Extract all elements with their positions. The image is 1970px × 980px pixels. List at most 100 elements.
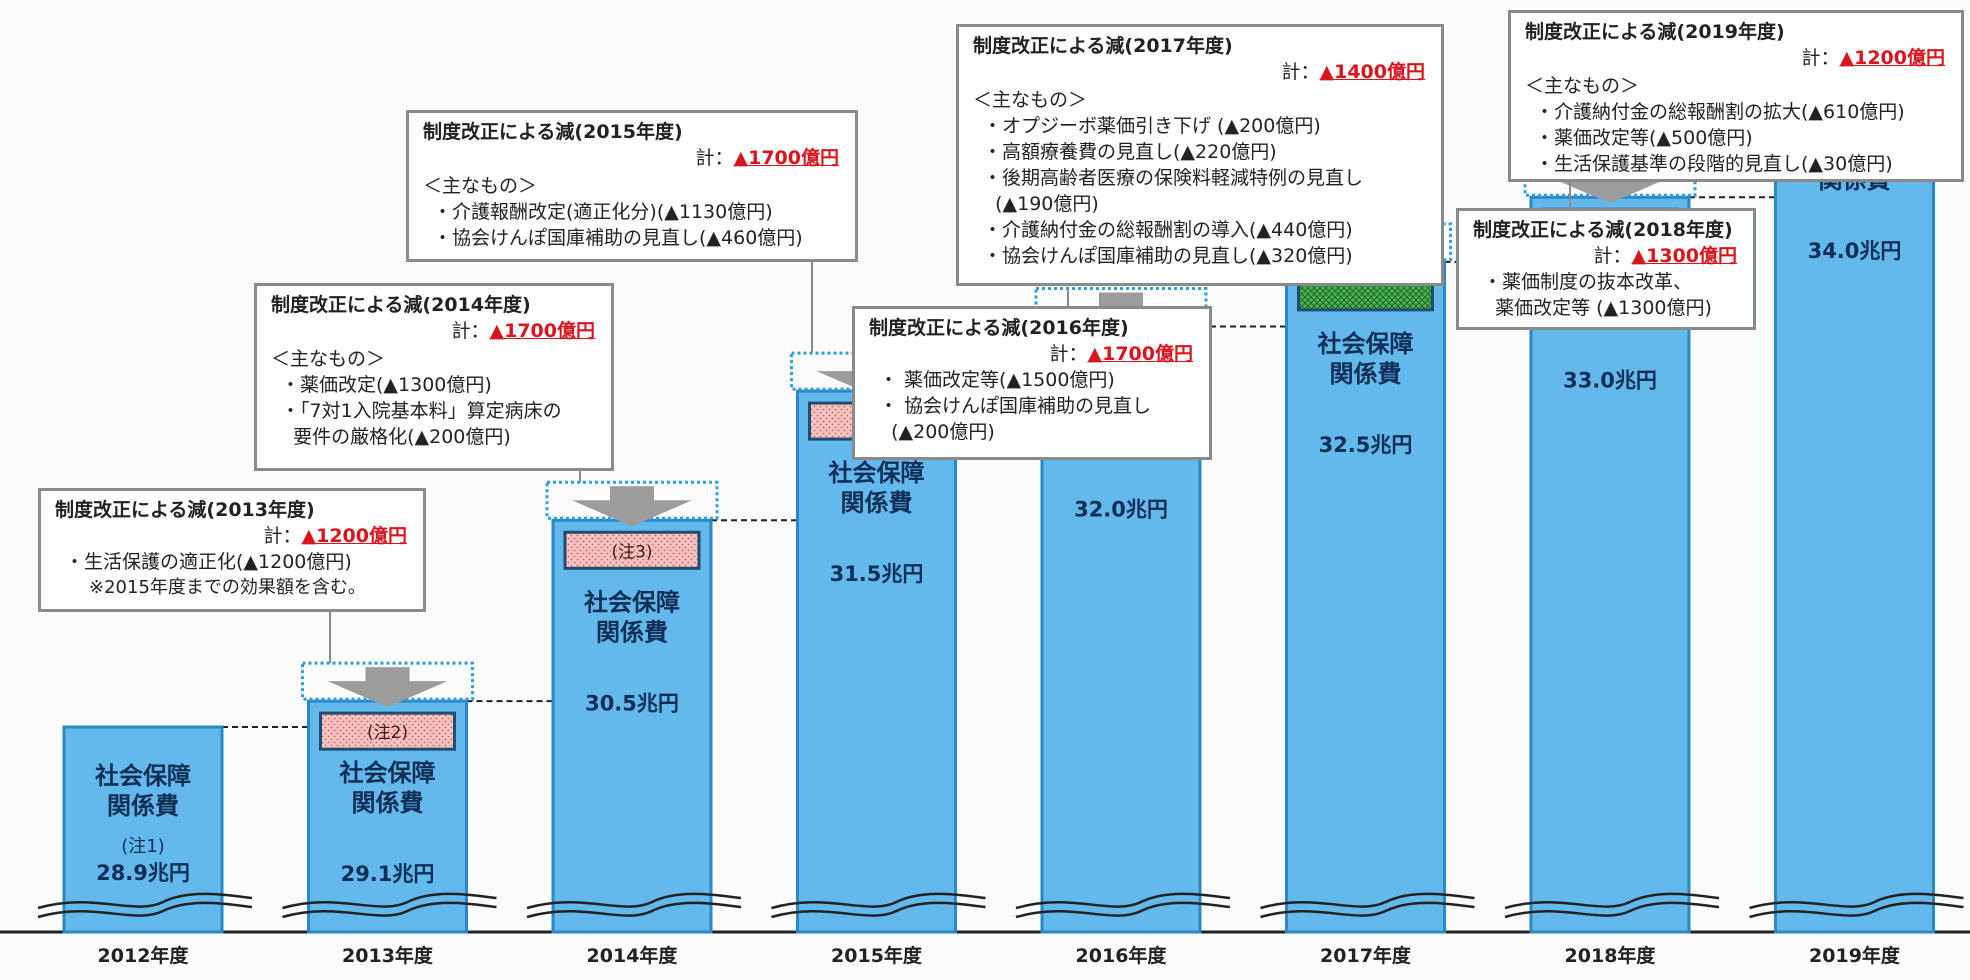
callout-title: 制度改正による減(2019年度) bbox=[1525, 21, 1785, 43]
callout-total-amount: ▲1400億円 bbox=[1319, 61, 1426, 83]
reduction-callout-2015年度: 制度改正による減(2015年度) 計：▲1700億円 ＜主なもの＞ ・介護報酬改定(適… bbox=[406, 110, 858, 262]
callout-item: ・「7対1入院基本料」算定病床の bbox=[281, 400, 562, 422]
callout-item: (▲200億円) bbox=[879, 421, 995, 443]
callout-item: ・生活保護基準の段階的見直し(▲30億円) bbox=[1535, 153, 1893, 175]
callout-total-amount: ▲1700億円 bbox=[489, 320, 596, 342]
callout-item: ・協会けんぽ国庫補助の見直し(▲320億円) bbox=[983, 245, 1353, 267]
note-label: (注2) bbox=[367, 723, 408, 743]
note-label: (注1) bbox=[121, 836, 165, 857]
callout-title: 制度改正による減(2013年度) bbox=[55, 499, 315, 521]
callout-subtitle: ＜主なもの＞ bbox=[1525, 75, 1640, 97]
callout-total-amount: ▲1700億円 bbox=[1087, 343, 1194, 365]
callout-total: 計：▲1700億円 bbox=[869, 341, 1199, 367]
callout-total-label: 計： bbox=[1593, 245, 1632, 267]
reduction-callout-2019年度: 制度改正による減(2019年度) 計：▲1200億円 ＜主なもの＞ ・介護納付金の総報… bbox=[1508, 10, 1964, 182]
callout-item: (▲190億円) bbox=[983, 193, 1099, 215]
axis-break-line bbox=[1504, 901, 1720, 919]
bar-2014年度 bbox=[551, 518, 713, 934]
bar-2012年度 bbox=[62, 725, 224, 934]
bar-category-label: 関係費 bbox=[107, 792, 179, 820]
bar-category-label: 社会保障 bbox=[340, 759, 436, 787]
bar-value-label: 32.5兆円 bbox=[1319, 433, 1413, 457]
callout-total-amount: ▲1700億円 bbox=[733, 147, 840, 169]
bar-value-label: 34.0兆円 bbox=[1808, 239, 1902, 263]
callout-total-label: 計： bbox=[1049, 343, 1088, 365]
callout-item: ・薬価制度の抜本改革、 bbox=[1483, 271, 1693, 293]
x-tick-label: 2014年度 bbox=[587, 944, 679, 967]
callout-total: 計：▲1700億円 bbox=[423, 145, 845, 171]
axis-break-line bbox=[1015, 892, 1231, 910]
axis-break-line bbox=[1749, 901, 1964, 919]
reduction-callout-2014年度: 制度改正による減(2014年度) 計：▲1700億円 ＜主なもの＞ ・薬価改定(▲13… bbox=[254, 283, 614, 471]
callout-item: ・ 薬価改定等(▲1500億円) bbox=[879, 369, 1115, 391]
bar-category-label: 社会保障 bbox=[1318, 330, 1414, 358]
bar-category-label: 関係費 bbox=[1330, 360, 1402, 388]
reduction-box bbox=[319, 711, 456, 751]
bar-category-label: 社会保障 bbox=[584, 588, 680, 616]
x-tick-label: 2013年度 bbox=[342, 944, 434, 967]
bar-value-label: 32.0兆円 bbox=[1074, 497, 1168, 521]
callout-item: 薬価改定等 (▲1300億円) bbox=[1483, 297, 1712, 319]
callout-total-label: 計： bbox=[1281, 61, 1320, 83]
callout-item: ・生活保護の適正化(▲1200億円) bbox=[65, 551, 352, 573]
callout-item: ・協会けんぽ国庫補助の見直し(▲460億円) bbox=[433, 227, 803, 249]
bar-category-label: 関係費 bbox=[352, 789, 424, 817]
callout-item: ・後期高齢者医療の保険料軽減特例の見直し bbox=[983, 167, 1364, 189]
callout-item: ・薬価改定等(▲500億円) bbox=[1535, 127, 1753, 149]
callout-subtitle: ＜主なもの＞ bbox=[973, 89, 1088, 111]
bar-category-label: 社会保障 bbox=[95, 762, 191, 790]
bar-value-label: 30.5兆円 bbox=[585, 691, 679, 715]
callout-item: 要件の厳格化(▲200億円) bbox=[281, 426, 511, 448]
axis-break-line bbox=[1260, 892, 1475, 910]
callout-item: ・ 協会けんぽ国庫補助の見直し bbox=[879, 395, 1152, 417]
x-tick-label: 2017年度 bbox=[1320, 944, 1412, 967]
callout-subtitle: ＜主なもの＞ bbox=[423, 175, 538, 197]
reduction-box bbox=[563, 530, 701, 570]
bar-value-label: 31.5兆円 bbox=[830, 562, 924, 586]
x-tick-label: 2016年度 bbox=[1076, 944, 1168, 967]
callout-total-label: 計： bbox=[1801, 47, 1840, 69]
axis-break-line bbox=[282, 892, 497, 910]
callout-total-amount: ▲1200億円 bbox=[1839, 47, 1946, 69]
callout-total: 計：▲1200億円 bbox=[1525, 45, 1951, 71]
callout-subtitle: ＜主なもの＞ bbox=[271, 348, 386, 370]
down-arrow-icon bbox=[327, 667, 448, 708]
note-label: (注3) bbox=[611, 542, 652, 562]
callout-total-amount: ▲1300億円 bbox=[1631, 245, 1738, 267]
callout-total-label: 計： bbox=[263, 525, 302, 547]
down-arrow-icon bbox=[1550, 163, 1670, 204]
bar-value-label: 29.1兆円 bbox=[341, 862, 435, 886]
axis-break-line bbox=[1015, 901, 1231, 919]
callout-item: ・介護納付金の総報酬割の導入(▲440億円) bbox=[983, 219, 1353, 241]
callout-item: ・介護報酬改定(適正化分)(▲1130億円) bbox=[433, 201, 773, 223]
axis-break-line bbox=[1749, 892, 1964, 910]
callout-title: 制度改正による減(2017年度) bbox=[973, 35, 1233, 57]
bar-2017年度 bbox=[1285, 260, 1446, 934]
axis-break-line bbox=[282, 901, 497, 919]
x-tick-label: 2015年度 bbox=[831, 944, 923, 967]
bar-value-label: 28.9兆円 bbox=[96, 861, 190, 885]
axis-break-line bbox=[1504, 892, 1720, 910]
bar-category-label: 社会保障 bbox=[829, 459, 925, 487]
callout-item: ※2015年度までの効果額を含む。 bbox=[89, 577, 366, 598]
axis-break-line bbox=[37, 901, 253, 919]
axis-break-line bbox=[526, 892, 742, 910]
reduction-callout-2017年度: 制度改正による減(2017年度) 計：▲1400億円 ＜主なもの＞ ・オプジーボ薬価引… bbox=[956, 24, 1444, 286]
down-arrow-icon bbox=[572, 486, 692, 527]
callout-item: ・オプジーボ薬価引き下げ (▲200億円) bbox=[983, 115, 1321, 137]
callout-total: 計：▲1400億円 bbox=[973, 59, 1431, 85]
axis-break-line bbox=[526, 901, 742, 919]
reduction-callout-2013年度: 制度改正による減(2013年度) 計：▲1200億円 ・生活保護の適正化(▲1200… bbox=[38, 488, 426, 612]
axis-break-line bbox=[1260, 901, 1475, 919]
bar-2015年度 bbox=[796, 389, 957, 934]
reduction-callout-2018年度: 制度改正による減(2018年度) 計：▲1300億円 ・薬価制度の抜本改革、 薬価改… bbox=[1456, 208, 1756, 330]
x-tick-label: 2018年度 bbox=[1565, 944, 1657, 967]
axis-break-line bbox=[37, 892, 253, 910]
axis-break-line bbox=[771, 901, 986, 919]
callout-total: 計：▲1300億円 bbox=[1473, 243, 1743, 269]
bar-category-label: 関係費 bbox=[596, 618, 668, 646]
callout-item: ・介護納付金の総報酬割の拡大(▲610億円) bbox=[1535, 101, 1905, 123]
axis-break-line bbox=[771, 892, 986, 910]
callout-item: ・高額療養費の見直し(▲220億円) bbox=[983, 141, 1277, 163]
bar-2019年度 bbox=[1774, 66, 1935, 934]
